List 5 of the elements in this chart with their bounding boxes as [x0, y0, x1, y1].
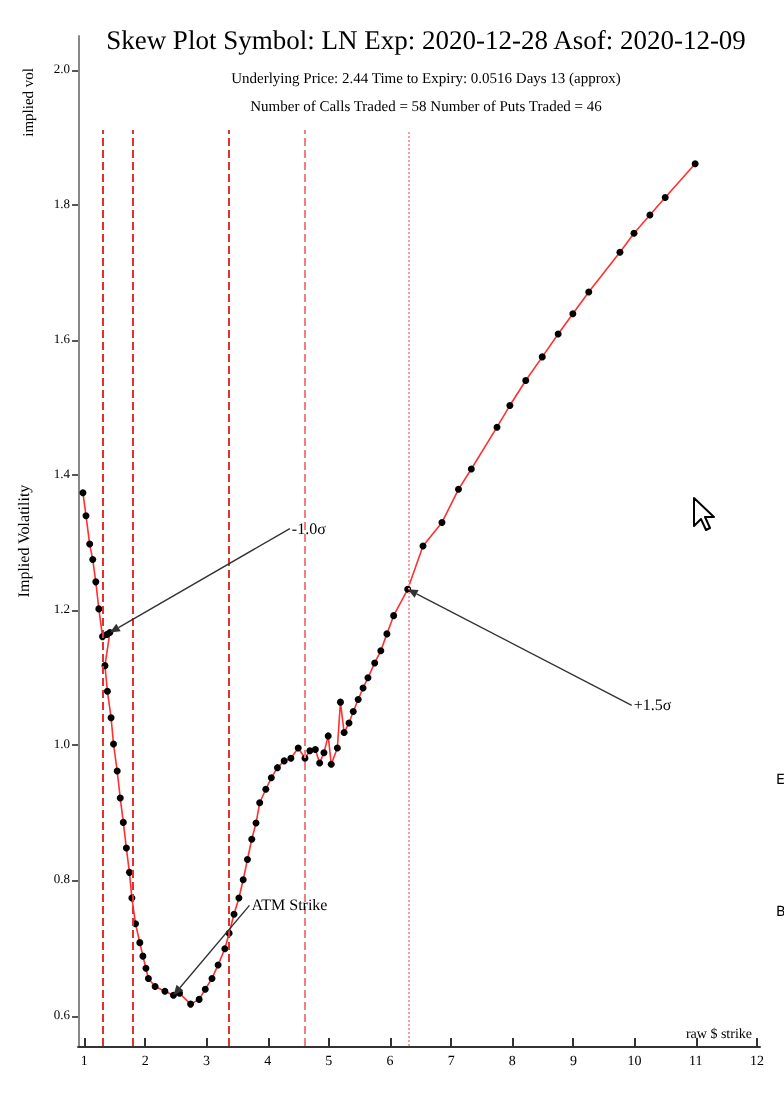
- chart-title: Skew Plot Symbol: LN Exp: 2020-12-28 Asof: 2020-12-09: [106, 25, 747, 55]
- annotation: -1.0σ: [291, 519, 328, 538]
- y-axis-title: Implied Volatility: [15, 484, 33, 598]
- annotation: +1.5σ: [633, 696, 673, 715]
- annotation: ATM Strike: [251, 896, 329, 915]
